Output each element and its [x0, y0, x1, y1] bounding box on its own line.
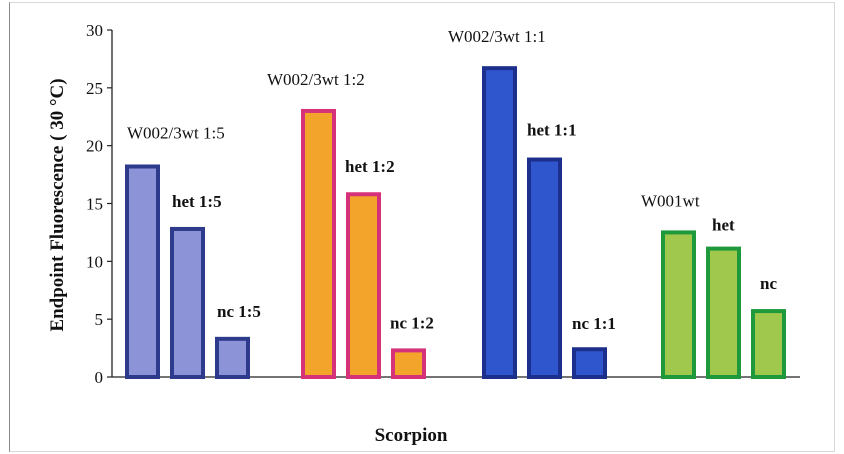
bar-label: het	[712, 216, 735, 235]
bar	[391, 348, 426, 379]
bar	[215, 336, 250, 379]
y-tick-label: 25	[86, 79, 103, 98]
bar-label: nc 1:1	[572, 314, 616, 333]
y-axis-title: Endpoint Fluorescence ( 30 °C)	[47, 78, 68, 331]
bar-label: W002/3wt 1:5	[127, 123, 225, 142]
bar	[482, 66, 517, 379]
bar-label: nc 1:5	[217, 302, 261, 321]
bar	[572, 347, 607, 379]
bar-label: nc	[760, 274, 777, 293]
bar-label: W001wt	[641, 191, 700, 210]
bar-labels: W002/3wt 1:5 het 1:5 nc 1:5 W002/3wt 1:2 het…	[127, 27, 777, 333]
bar-label: W002/3wt 1:2	[267, 70, 365, 89]
bar	[527, 157, 562, 379]
bar-label: het 1:2	[345, 157, 395, 176]
y-tick-label: 20	[86, 137, 103, 156]
y-tick-label: 5	[95, 310, 104, 329]
bar-label: het 1:5	[172, 192, 222, 211]
bars	[125, 66, 786, 380]
x-axis-title: Scorpion	[375, 425, 448, 446]
y-tick-label: 10	[86, 252, 103, 271]
bar-label: het 1:1	[527, 121, 577, 140]
bar	[346, 192, 381, 379]
y-tick-label: 15	[86, 195, 103, 214]
chart-frame	[9, 2, 835, 452]
bar	[706, 246, 741, 379]
y-tick-label: 30	[86, 21, 103, 40]
bar-label: W002/3wt 1:1	[448, 27, 546, 46]
bar	[301, 108, 336, 379]
bar	[125, 164, 160, 379]
bar	[661, 230, 696, 379]
bar	[751, 309, 786, 380]
bar	[170, 226, 205, 379]
bar-label: nc 1:2	[390, 313, 434, 332]
y-tick-label: 0	[95, 368, 104, 387]
